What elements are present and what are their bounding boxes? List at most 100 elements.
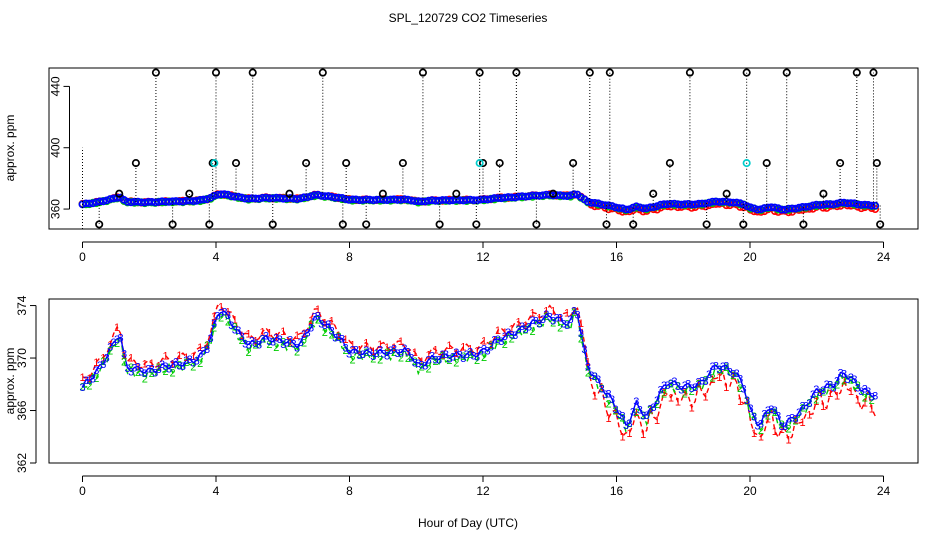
top-series-3-point (847, 199, 855, 207)
bottom-series-2-marker: 2 (585, 368, 591, 380)
bottom-series-1-marker: 1 (100, 352, 106, 364)
top-outlier-point (799, 220, 808, 229)
bottom-series-3-marker: 3 (97, 360, 103, 372)
bottom-series-1-marker: 1 (446, 340, 452, 352)
top-series-3-point (864, 200, 873, 209)
bottom-series-3-marker: 3 (689, 383, 695, 395)
bottom-series-2-marker: 2 (176, 360, 182, 372)
bottom-series-3-marker: 3 (509, 330, 515, 342)
bottom-series-2-marker: 2 (439, 350, 445, 362)
bottom-series-3-marker: 3 (405, 346, 411, 358)
bottom-series-1-marker: 1 (619, 431, 625, 443)
bottom-series-1-marker: 1 (813, 396, 819, 408)
bottom-series-3-marker: 3 (543, 309, 549, 321)
bottom-series-3-marker: 3 (640, 411, 646, 423)
bottom-series-1-marker: 1 (758, 432, 764, 444)
bottom-series-1-marker: 1 (239, 330, 245, 342)
top-series-3-point (604, 201, 613, 210)
bottom-series-3-marker: 3 (228, 320, 234, 332)
bottom-series-2-marker: 2 (502, 339, 508, 351)
bottom-series-1-marker: 1 (329, 315, 335, 327)
top-x-tick-label: 4 (213, 250, 220, 264)
bottom-series-2-marker: 2 (509, 333, 515, 345)
bottom-series-1-marker: 1 (253, 336, 259, 348)
top-series-3-point (701, 199, 710, 208)
bottom-series-3-marker: 3 (523, 324, 529, 336)
top-outlier-point (475, 68, 484, 77)
bottom-series-3-marker: 3 (585, 362, 591, 374)
bottom-series-3-marker: 3 (702, 376, 708, 388)
bottom-series-1-marker: 1 (190, 351, 196, 363)
bottom-series-3-marker: 3 (730, 369, 736, 381)
bottom-series-1-marker: 1 (412, 347, 418, 359)
bottom-series-3-marker: 3 (381, 349, 387, 361)
bottom-series-3-marker: 3 (554, 312, 560, 324)
bottom-series-3-marker: 3 (858, 386, 864, 398)
bottom-series-3-marker: 3 (259, 333, 265, 345)
bottom-series-2-marker: 2 (716, 364, 722, 376)
bottom-series-3-marker: 3 (602, 389, 608, 401)
bottom-series-2-marker: 2 (495, 336, 501, 348)
top-series-3-point (802, 202, 810, 211)
top-series-3-point (563, 192, 571, 200)
bottom-series-3-marker: 3 (789, 413, 795, 425)
bottom-series-3-marker: 3 (142, 368, 148, 380)
bottom-series-3-marker: 3 (751, 412, 757, 424)
bottom-series-2-marker: 2 (488, 340, 494, 352)
top-series-3-point (289, 194, 298, 203)
bottom-series-3-marker: 3 (820, 385, 826, 397)
bottom-series-2-marker: 2 (578, 334, 584, 346)
bottom-series-2-marker: 2 (523, 325, 529, 337)
top-y-axis-label: approx. ppm (3, 115, 17, 182)
top-series-3-point (441, 196, 450, 204)
bottom-series-3-marker: 3 (277, 334, 283, 346)
top-series-3-point (147, 197, 156, 206)
bottom-x-tick-label: 0 (79, 484, 86, 498)
top-series-3-point (303, 193, 312, 201)
top-series-3-point (210, 191, 218, 200)
bottom-series-1-marker: 1 (149, 358, 155, 370)
bottom-series-3-marker: 3 (484, 346, 490, 358)
top-outlier-point (512, 68, 521, 77)
top-series-3-point (867, 201, 876, 210)
bottom-series-3-marker: 3 (114, 334, 120, 346)
bottom-series-3-marker: 3 (298, 337, 304, 349)
bottom-series-2-marker: 2 (93, 373, 99, 385)
top-series-3-point (746, 203, 755, 212)
top-series-3-point (85, 199, 94, 208)
top-outlier-point (852, 68, 861, 77)
bottom-series-1-marker: 1 (488, 339, 494, 351)
bottom-series-1-marker: 1 (751, 428, 757, 440)
top-series-3-point (293, 195, 301, 203)
top-series-3-point (192, 196, 201, 205)
bottom-series-3-marker: 3 (841, 368, 847, 380)
bottom-series-2-marker: 2 (848, 375, 854, 387)
bottom-series-2-marker: 2 (640, 410, 646, 422)
top-outlier-point (602, 220, 611, 229)
bottom-series-3-marker: 3 (270, 337, 276, 349)
bottom-series-3-marker: 3 (131, 363, 137, 375)
bottom-series-2-marker: 2 (820, 386, 826, 398)
bottom-series-3-marker: 3 (149, 364, 155, 376)
bottom-series-2-marker: 2 (419, 362, 425, 374)
bottom-series-3-marker: 3 (772, 405, 778, 417)
bottom-series-1-marker: 1 (218, 301, 224, 313)
bottom-series-3-marker: 3 (692, 382, 698, 394)
top-y-tick-label: 440 (49, 76, 63, 96)
bottom-series-2-marker: 2 (287, 338, 293, 350)
bottom-series-3-marker: 3 (647, 403, 653, 415)
bottom-series-3-line (81, 309, 876, 427)
bottom-series-2-marker: 2 (751, 411, 757, 423)
bottom-series-3-marker: 3 (834, 375, 840, 387)
bottom-series-2-marker: 2 (253, 340, 259, 352)
bottom-series-1-marker: 1 (599, 382, 605, 394)
bottom-series-2-marker: 2 (301, 338, 307, 350)
top-series-3-point (220, 190, 229, 199)
bottom-series-3-marker: 3 (318, 319, 324, 331)
bottom-series-3-marker: 3 (79, 382, 85, 394)
bottom-series-1-marker: 1 (689, 402, 695, 414)
top-outlier-point (211, 68, 221, 77)
top-series-3-point (556, 191, 565, 199)
bottom-series-3-marker: 3 (426, 354, 432, 366)
bottom-series-3-marker: 3 (253, 338, 259, 350)
